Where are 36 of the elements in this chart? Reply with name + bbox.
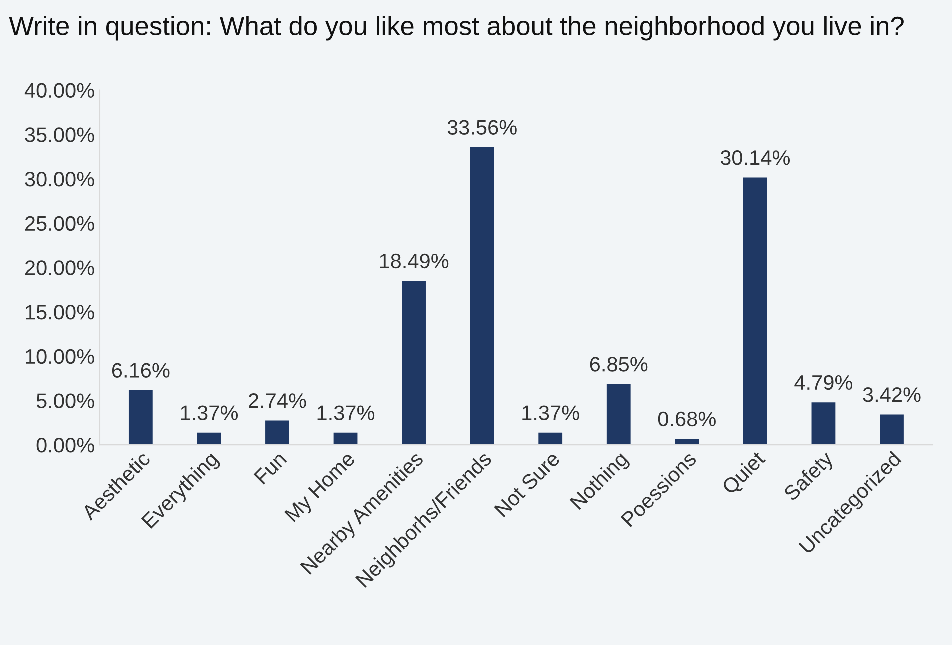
data-label: 0.68% — [658, 412, 716, 427]
data-label: 3.42% — [863, 388, 921, 402]
bar — [538, 432, 563, 446]
y-tick-label: 40.00% — [24, 83, 94, 98]
data-label: 30.14% — [720, 150, 790, 166]
y-tick-label: 30.00% — [25, 172, 94, 187]
bar — [606, 384, 631, 446]
bar — [743, 178, 768, 446]
bar — [470, 147, 494, 446]
bar — [266, 420, 290, 446]
bar — [197, 432, 222, 446]
data-label: 1.37% — [181, 406, 238, 420]
data-label: 33.56% — [448, 120, 517, 135]
bar — [675, 439, 700, 446]
y-tick-label: 5.00% — [36, 394, 94, 408]
x-tick-label: Fun — [254, 451, 288, 485]
data-label: 1.37% — [522, 406, 580, 420]
data-label: 4.79% — [794, 375, 853, 390]
data-label: 6.85% — [590, 357, 648, 372]
data-label: 1.37% — [318, 406, 375, 420]
y-tick-label: 15.00% — [26, 305, 94, 320]
y-tick-label: 20.00% — [25, 260, 94, 276]
y-tick-label: 35.00% — [25, 128, 94, 142]
bar — [128, 390, 153, 446]
data-label: 2.74% — [249, 394, 306, 408]
bar — [880, 414, 904, 446]
data-label: 6.16% — [112, 363, 170, 378]
y-tick-label: 25.00% — [25, 216, 94, 232]
bar — [812, 402, 836, 446]
bar — [334, 432, 358, 446]
x-tick-label: Not Sure — [494, 450, 561, 518]
y-tick-label: 10.00% — [26, 349, 94, 364]
chart-title: Write in question: What do you like most about the neighborhood you live in? — [9, 16, 904, 41]
y-tick-label: 0.00% — [36, 438, 94, 453]
data-label: 18.49% — [380, 254, 449, 269]
bar — [402, 281, 426, 446]
